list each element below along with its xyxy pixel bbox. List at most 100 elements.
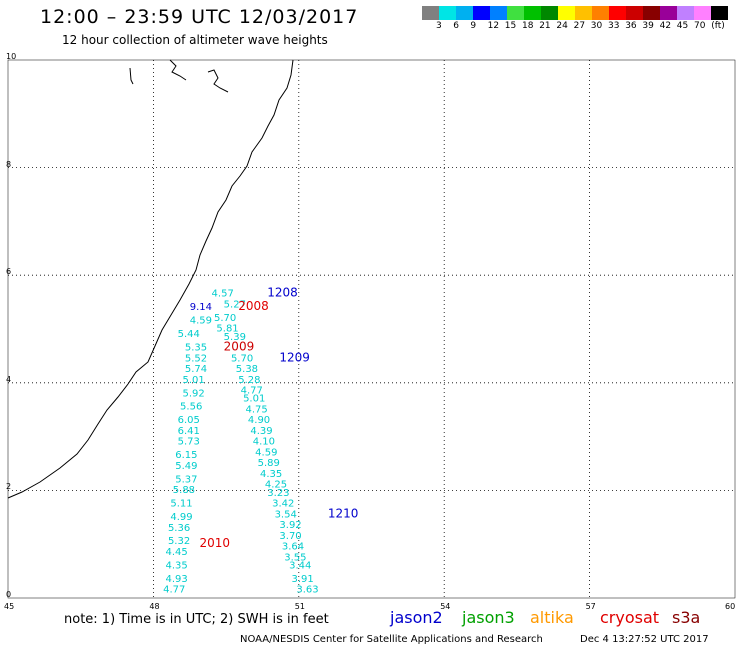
island-features <box>129 59 229 93</box>
scale-swatch <box>490 6 507 20</box>
pass-time-label: 1210 <box>328 506 359 520</box>
credit-line: NOAA/NESDIS Center for Satellite Applica… <box>240 634 543 645</box>
timestamp: Dec 4 13:27:52 UTC 2017 <box>580 634 709 645</box>
wave-height-label: 4.99 <box>170 512 192 523</box>
scale-label: 24 <box>556 21 568 31</box>
wave-height-label: 5.01 <box>182 375 204 386</box>
wave-height-label: 4.35 <box>260 469 282 480</box>
pass-time-label: 2008 <box>238 299 269 313</box>
wave-height-label: 4.57 <box>212 289 234 300</box>
y-tick-label: 0 <box>6 590 12 599</box>
x-tick-label: 54 <box>440 602 451 611</box>
pass-time-label: 1209 <box>279 350 310 364</box>
scale-label: 42 <box>659 21 672 31</box>
wave-height-label: 5.28 <box>238 375 260 386</box>
wave-height-label: 5.35 <box>185 343 207 354</box>
scale-label: 30 <box>590 21 603 31</box>
y-tick-label: 8 <box>6 159 12 169</box>
wave-height-label: 4.25 <box>265 480 287 491</box>
wave-height-label: 3.23 <box>267 488 289 499</box>
wave-height-label: 5.74 <box>185 364 207 375</box>
scale-label: 21 <box>539 21 551 31</box>
scale-swatch <box>609 6 626 20</box>
wave-height-label: 3.42 <box>272 499 294 510</box>
x-tick-label: 57 <box>585 602 596 611</box>
wave-height-label: 5.44 <box>178 329 200 340</box>
wave-height-label: 5.73 <box>178 437 200 448</box>
scale-label: 18 <box>522 21 534 31</box>
y-tick-label: 10 <box>6 52 17 61</box>
wave-height-label: 3.54 <box>275 509 297 520</box>
wave-height-label: 4.75 <box>245 404 267 415</box>
chart-subtitle: 12 hour collection of altimeter wave hei… <box>62 33 328 47</box>
scale-swatch <box>575 6 592 20</box>
x-tick-label: 51 <box>294 602 305 611</box>
scale-label: 45 <box>676 21 689 31</box>
wave-height-label: 3.91 <box>292 574 314 585</box>
y-tick-label: 6 <box>6 267 12 277</box>
wave-height-label: 5.39 <box>224 332 246 343</box>
wave-height-label: 5.89 <box>258 458 280 469</box>
wave-height-label: 4.90 <box>248 415 270 426</box>
pass-time-label: 1208 <box>267 286 298 300</box>
scale-swatch <box>643 6 660 20</box>
wave-height-label: 5.49 <box>175 461 197 472</box>
scale-label: 3 <box>436 21 442 31</box>
wave-height-label: 5.32 <box>168 536 190 547</box>
wave-height-label: 6.15 <box>175 450 197 461</box>
satellite-legend-entry: cryosat <box>600 608 660 627</box>
wave-height-label: 5.92 <box>182 388 204 399</box>
wave-height-label: 5.36 <box>168 523 190 534</box>
scale-swatch <box>422 6 439 20</box>
wave-height-label: 3.44 <box>289 560 311 571</box>
scale-label: 33 <box>608 21 620 31</box>
wave-height-label: 3.63 <box>296 585 318 596</box>
wave-height-label: 4.77 <box>241 386 263 397</box>
wave-height-label: 3.55 <box>284 552 306 563</box>
scale-swatch <box>626 6 643 20</box>
observations-layer: 4.575.279.145.704.595.815.44 5.395.355.70… <box>163 289 319 596</box>
scale-swatch <box>660 6 677 20</box>
wave-height-label: 4.45 <box>166 547 188 558</box>
wave-height-label: 3.70 <box>279 531 301 542</box>
wave-height-label: 4.10 <box>253 437 275 448</box>
x-tick-label: 45 <box>4 602 15 611</box>
color-scale-legend <box>422 6 728 20</box>
wave-height-label: 5.38 <box>236 364 258 375</box>
x-tick-label: 60 <box>725 602 736 611</box>
footer-note: note: 1) Time is in UTC; 2) SWH is in fe… <box>64 612 329 627</box>
wave-height-label: 4.59 <box>255 447 277 458</box>
pass-time-label: 2009 <box>224 340 255 354</box>
coastline <box>7 59 294 499</box>
scale-swatch <box>677 6 694 20</box>
scale-label: 36 <box>625 21 637 31</box>
satellite-legend-entry: s3a <box>672 608 701 627</box>
wave-height-label: 3.92 <box>279 520 301 531</box>
scale-label: 39 <box>642 21 654 31</box>
scale-swatch <box>694 6 711 20</box>
wave-height-label: 5.27 <box>224 299 246 310</box>
wave-height-label: 9.14 <box>190 302 212 313</box>
wave-height-label: 4.39 <box>250 426 272 437</box>
wave-height-label: 5.56 <box>180 402 202 413</box>
wave-height-label: 5.70 <box>214 313 236 324</box>
wave-height-label: 6.05 <box>178 415 200 426</box>
scale-swatch <box>558 6 575 20</box>
wave-height-label: 4.59 <box>190 316 212 327</box>
wave-height-label: 4.35 <box>166 560 188 571</box>
scale-label: (ft) <box>711 21 725 31</box>
scale-swatch <box>473 6 490 20</box>
y-tick-label: 2 <box>6 482 12 492</box>
y-tick-label: 4 <box>6 374 12 384</box>
scale-swatch <box>541 6 558 20</box>
wave-height-label: 5.88 <box>173 485 195 496</box>
scale-label: 27 <box>573 21 586 31</box>
scale-swatch <box>439 6 456 20</box>
scale-swatch <box>524 6 541 20</box>
pass-time-label: 2010 <box>199 536 230 550</box>
wave-height-label: 5.37 <box>175 474 197 485</box>
wave-height-label: 5.70 <box>231 353 253 364</box>
wave-height-label: 3.64 <box>282 542 304 553</box>
